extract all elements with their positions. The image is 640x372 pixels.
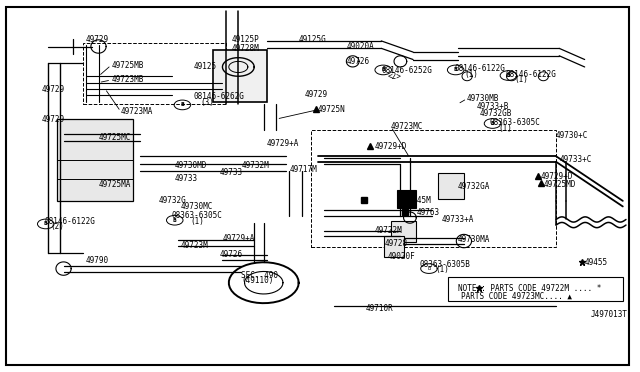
Text: B: B (44, 221, 47, 227)
Text: (1): (1) (499, 124, 513, 133)
Bar (57, 119, 134, 201)
Text: (3): (3) (200, 98, 214, 107)
Text: 49722M: 49722M (375, 226, 403, 235)
Text: 49725MA: 49725MA (99, 180, 131, 189)
Text: <2>: <2> (388, 72, 401, 81)
Text: 49723MC: 49723MC (391, 122, 423, 131)
Text: 49725MD: 49725MD (543, 180, 576, 189)
Text: 49730MD: 49730MD (175, 161, 207, 170)
Text: 49725N: 49725N (317, 105, 346, 114)
Text: 49729+D: 49729+D (540, 172, 573, 181)
Text: 49732GA: 49732GA (458, 182, 490, 190)
Text: 49733: 49733 (220, 169, 243, 177)
Text: 49725MC: 49725MC (99, 133, 131, 142)
Text: 49733+B: 49733+B (477, 102, 509, 110)
Text: B: B (454, 67, 458, 73)
Text: 49733+C: 49733+C (559, 155, 591, 164)
Text: 49729: 49729 (42, 85, 65, 94)
Text: 49729: 49729 (305, 90, 328, 99)
Text: 49733+A: 49733+A (442, 215, 474, 224)
Text: B: B (381, 67, 385, 73)
Bar (312, 130, 556, 247)
Text: (1): (1) (464, 70, 478, 79)
Text: 08146-6122G: 08146-6122G (454, 64, 505, 73)
Text: 49729+D: 49729+D (375, 142, 407, 151)
Text: 08146-6252G: 08146-6252G (381, 66, 432, 75)
Text: (49110): (49110) (241, 276, 274, 285)
Text: 49729+A: 49729+A (223, 234, 255, 243)
Text: 49125G: 49125G (299, 35, 326, 44)
Text: B: B (506, 73, 510, 78)
Text: B: B (491, 121, 494, 126)
Text: 49732GB: 49732GB (480, 109, 512, 118)
Text: B: B (173, 218, 177, 223)
Text: 08146-6122G: 08146-6122G (45, 217, 95, 226)
Text: 49730MB: 49730MB (467, 94, 499, 103)
Text: J497013T: J497013T (591, 310, 628, 319)
Text: 49729+A: 49729+A (267, 139, 300, 148)
Text: 49726: 49726 (220, 250, 243, 259)
Text: 49020A: 49020A (346, 42, 374, 51)
Text: 49732G: 49732G (159, 196, 187, 205)
Text: 49020F: 49020F (388, 252, 415, 261)
Text: 49723MA: 49723MA (121, 107, 153, 116)
Text: 49732M: 49732M (241, 161, 269, 170)
Text: 49733: 49733 (175, 174, 198, 183)
Bar (397, 190, 416, 208)
Bar (391, 221, 416, 242)
Text: 49455: 49455 (585, 258, 608, 267)
Text: B: B (428, 266, 431, 271)
Text: PARTS CODE 49723MC.... ▲: PARTS CODE 49723MC.... ▲ (461, 291, 572, 300)
Bar (448, 277, 623, 301)
Text: 49730MC: 49730MC (181, 202, 214, 211)
Text: (1): (1) (435, 265, 449, 274)
Bar (213, 50, 267, 102)
Text: SEC. 490: SEC. 490 (241, 271, 278, 280)
Text: 08363-6305C: 08363-6305C (490, 118, 540, 127)
Text: 49790: 49790 (86, 256, 109, 265)
Text: 49125P: 49125P (232, 35, 260, 44)
Text: 49345M: 49345M (404, 196, 431, 205)
Text: (1): (1) (515, 76, 529, 84)
Text: 49710R: 49710R (365, 304, 393, 313)
Text: 49728: 49728 (385, 239, 408, 248)
Text: 49729: 49729 (42, 115, 65, 124)
Bar (385, 236, 404, 257)
Text: 49717M: 49717M (289, 165, 317, 174)
Bar (438, 173, 464, 199)
Text: 49729: 49729 (86, 35, 109, 44)
Text: 08363-6305C: 08363-6305C (172, 211, 223, 220)
Text: 49730MA: 49730MA (458, 235, 490, 244)
Text: 49723MB: 49723MB (111, 76, 143, 84)
Text: 49726: 49726 (346, 57, 369, 66)
Text: 08146-6262G: 08146-6262G (194, 92, 244, 101)
Text: NOTE : PARTS CODE 49722M .... *: NOTE : PARTS CODE 49722M .... * (458, 284, 601, 293)
Text: 49723M: 49723M (181, 241, 209, 250)
Text: 49763: 49763 (416, 208, 440, 217)
Text: (1): (1) (191, 217, 205, 226)
Text: 49728M: 49728M (232, 44, 260, 53)
Text: 08146-6122G: 08146-6122G (505, 70, 556, 79)
Text: 08363-6305B: 08363-6305B (419, 260, 470, 269)
Text: B: B (180, 102, 184, 108)
Text: (2): (2) (51, 222, 65, 231)
Text: 49725MB: 49725MB (111, 61, 143, 70)
Text: 49125: 49125 (194, 62, 217, 71)
Bar (83, 43, 226, 104)
Text: 49730+C: 49730+C (556, 131, 588, 140)
